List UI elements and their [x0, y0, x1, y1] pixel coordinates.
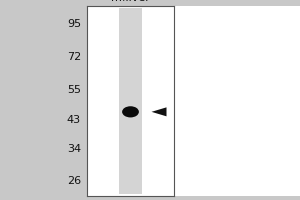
Bar: [87, 6, 300, 196]
Text: 43: 43: [67, 115, 81, 125]
Text: 72: 72: [67, 52, 81, 62]
Polygon shape: [152, 107, 166, 116]
Text: m.liver: m.liver: [111, 0, 150, 3]
Circle shape: [122, 106, 139, 117]
Bar: [119, 8, 142, 194]
Text: 55: 55: [67, 85, 81, 95]
Text: 34: 34: [67, 144, 81, 154]
Text: 26: 26: [67, 176, 81, 186]
Text: 95: 95: [67, 19, 81, 29]
